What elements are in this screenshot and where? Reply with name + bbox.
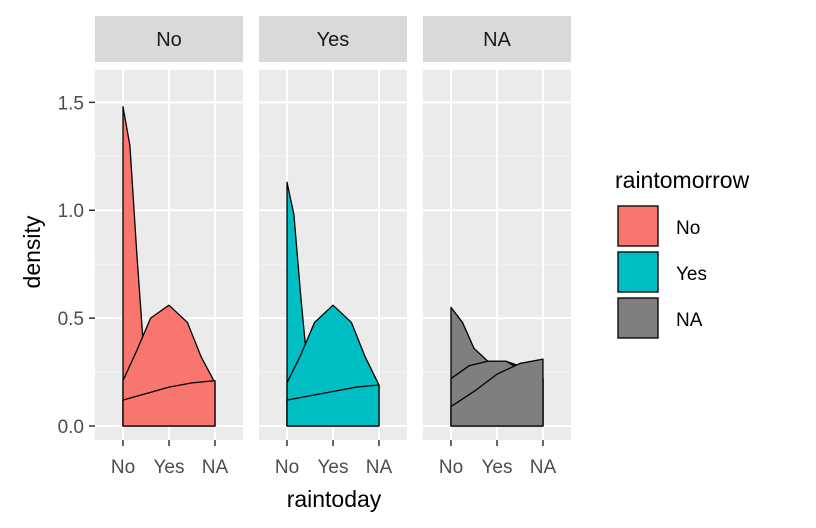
x-tick-label: Yes (318, 457, 349, 478)
legend-swatch-yes (617, 251, 659, 293)
x-tick-label: No (275, 457, 299, 478)
density-area-3 (122, 380, 216, 427)
legend-items: No Yes NA (617, 205, 707, 339)
density-area-3 (450, 358, 544, 427)
facet-panel-na: NA No Yes NA (423, 16, 571, 478)
legend-label: Yes (676, 264, 707, 285)
x-tick-label: No (111, 457, 135, 478)
x-tick-label: No (439, 457, 463, 478)
facet-strip (95, 16, 243, 62)
y-tick-label: 1.0 (58, 201, 84, 222)
y-axis: 0.0 0.5 1.0 1.5 (58, 93, 95, 438)
facet-panel-no: No No Yes NA (95, 16, 243, 478)
x-tick-label: NA (202, 457, 229, 478)
facet-panel-yes: Yes No Yes NA (259, 16, 407, 478)
facet-strip-label: NA (483, 29, 511, 51)
facet-strip (259, 16, 407, 62)
density-area-3 (286, 384, 380, 427)
x-tick-label: Yes (482, 457, 513, 478)
facet-strip (423, 16, 571, 62)
x-axis-title: raintoday (287, 486, 382, 512)
x-tick-label: Yes (154, 457, 185, 478)
facet-panels: No No Yes NA Yes No Yes NA NA No Yes NA (95, 16, 571, 478)
facet-strip-label: Yes (317, 29, 350, 51)
legend-label: NA (676, 310, 703, 331)
legend-swatch-na (617, 297, 659, 339)
y-tick-label: 1.5 (58, 93, 84, 114)
legend-swatch-no (617, 205, 659, 247)
legend-title: raintomorrow (615, 167, 750, 193)
x-tick-label: NA (530, 457, 557, 478)
facet-strip-label: No (156, 29, 182, 51)
x-tick-label: NA (366, 457, 393, 478)
legend-label: No (676, 218, 700, 239)
y-axis-title: density (19, 215, 45, 288)
y-tick-label: 0.0 (58, 417, 84, 438)
y-tick-label: 0.5 (58, 309, 84, 330)
legend: raintomorrow No Yes NA (615, 167, 750, 339)
